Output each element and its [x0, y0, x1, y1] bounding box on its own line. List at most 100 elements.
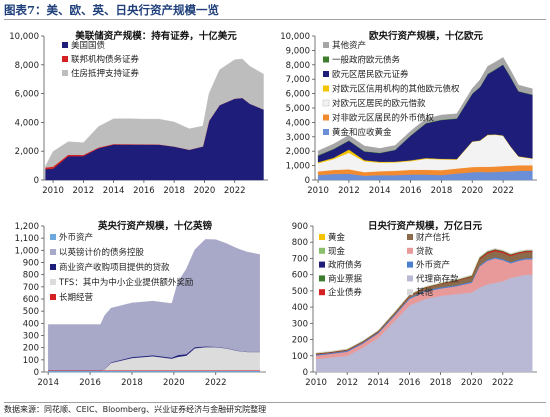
y-tick-label: 7,000 [286, 75, 310, 85]
y-tick-label: 3,000 [286, 133, 310, 143]
x-tick-label: 2020 [461, 186, 483, 196]
x-tick-label: 2016 [399, 378, 421, 388]
x-tick-label: 2014 [369, 186, 391, 196]
y-tick-label: 10,000 [280, 32, 310, 42]
footer-divider [4, 402, 546, 403]
x-tick-label: 2012 [338, 186, 360, 196]
legend-swatch [407, 247, 413, 254]
x-tick-label: 2022 [205, 378, 227, 388]
legend-swatch [50, 279, 56, 285]
x-tick-label: 2014 [37, 378, 59, 388]
y-tick-label: 1,100 [15, 234, 39, 244]
fed-holdings-chart: 0 2,000 4,000 6,000 8,000 10,000 2010 2012 2014 2… [9, 30, 268, 196]
legend-label: 现金 [328, 246, 346, 257]
legend-swatch [50, 249, 56, 255]
legend-swatch [62, 42, 68, 48]
chart-title: 美联储资产规模：持有证券，十亿美元 [74, 30, 237, 42]
y-tick-label: 2,000 [286, 147, 310, 157]
y-tick-label: 0 [34, 368, 39, 378]
legend-swatch [319, 261, 325, 268]
x-tick-label: 2014 [368, 378, 390, 388]
figure-title: 图表7：美、欧、英、日央行资产规模一览 [4, 3, 219, 17]
legend-label: 企业债券 [328, 287, 363, 298]
legend-label: TFS：其中为中小企业提供额外奖励 [58, 277, 193, 288]
legend-label: 联邦机构债务证券 [71, 54, 140, 65]
x-tick-label: 2014 [103, 186, 125, 196]
legend-label: 黄金 [328, 232, 346, 243]
y-tick-label: 400 [23, 319, 39, 329]
chart-title: 欧央行资产规模，十亿欧元 [369, 30, 484, 42]
x-tick-label: 2012 [73, 186, 95, 196]
legend-label: 对欧元区居民的欧元借款 [332, 98, 426, 109]
legend-label: 对欧元区信用机构的其他欧元债权 [332, 84, 460, 95]
y-tick-label: 800 [292, 238, 308, 248]
boe-assets-chart: 0 100 200 300 400 500 600 700 800 900 1,000 1,100 1,… [15, 220, 266, 388]
legend-swatch [407, 275, 413, 282]
legend-swatch [322, 99, 330, 107]
y-tick-label: 900 [292, 222, 308, 232]
x-tick-label: 2010 [307, 186, 329, 196]
y-tick-label: 900 [23, 259, 39, 269]
legend-swatch [319, 247, 325, 254]
x-tick-label: 2018 [430, 378, 452, 388]
y-tick-label: 0 [34, 176, 39, 186]
legend-label: 外币资产 [59, 232, 93, 243]
chart-title: 日央行资产规模，万亿日元 [368, 220, 483, 232]
y-tick-label: 100 [292, 352, 308, 362]
y-tick-label: 800 [23, 271, 39, 281]
legend-swatch [323, 42, 329, 48]
x-tick-label: 2018 [163, 186, 185, 196]
y-tick-label: 5,000 [286, 104, 310, 114]
y-tick-label: 6,000 [286, 90, 310, 100]
y-tick-label: 1,000 [286, 162, 310, 172]
y-tick-label: 700 [23, 283, 39, 293]
y-tick-label: 8,000 [286, 61, 310, 71]
x-tick-label: 2020 [461, 378, 483, 388]
series-area [317, 57, 533, 156]
y-tick-label: 0 [303, 368, 308, 378]
legend-swatch [407, 289, 413, 296]
legend-label: 政府债务 [328, 260, 363, 271]
x-tick-label: 2020 [163, 378, 185, 388]
legend-label: 黄金和应收黄金 [332, 127, 392, 138]
y-tick-label: 8,000 [15, 61, 39, 71]
legend-label: 以英镑计价的债务控股 [59, 247, 145, 258]
legend-label: 其他资产 [332, 40, 366, 51]
y-tick-label: 400 [292, 303, 308, 313]
ecb-assets-chart: 0 1,000 2,000 3,000 4,000 5,000 6,000 7,000 8,00… [280, 30, 537, 196]
boj-assets-chart: 0 100 200 300 400 500 600 700 800 900 2010 2012 2014… [292, 220, 537, 388]
legend-swatch [319, 275, 325, 282]
legend-label: 对非欧元区居民的外币债权 [332, 113, 435, 124]
y-tick-label: 500 [292, 287, 308, 297]
series-area [45, 58, 264, 168]
legend-label: 美国国债 [71, 40, 106, 51]
x-tick-label: 2010 [305, 378, 327, 388]
legend-swatch [50, 294, 56, 300]
legend-swatch [319, 289, 325, 296]
legend-label: 代理商存款 [416, 273, 459, 284]
series-area [48, 239, 260, 371]
x-tick-label: 2022 [492, 186, 514, 196]
y-tick-label: 200 [23, 344, 39, 354]
x-tick-label: 2022 [224, 186, 246, 196]
y-tick-label: 300 [292, 319, 308, 329]
legend-label: 贷款 [416, 246, 434, 257]
legend-swatch [323, 129, 329, 135]
chart-title: 英央行资产规模，十亿英镑 [98, 220, 213, 232]
y-tick-label: 200 [292, 336, 308, 346]
x-tick-label: 2018 [431, 186, 453, 196]
x-tick-label: 2010 [42, 186, 64, 196]
x-tick-label: 2016 [79, 378, 101, 388]
legend-label: 其他 [416, 287, 434, 298]
y-tick-label: 600 [23, 295, 39, 305]
y-tick-label: 4,000 [15, 118, 39, 128]
legend-swatch [323, 114, 329, 121]
y-tick-label: 10,000 [9, 32, 39, 42]
y-tick-label: 9,000 [286, 46, 310, 56]
series-area [315, 248, 533, 354]
legend-swatch [323, 56, 329, 63]
legend-label: 外币资产 [416, 260, 450, 271]
legend-label: 商业资产收购项目提供的贷款 [59, 262, 170, 273]
y-tick-label: 100 [23, 356, 39, 366]
legend-swatch [323, 71, 329, 77]
